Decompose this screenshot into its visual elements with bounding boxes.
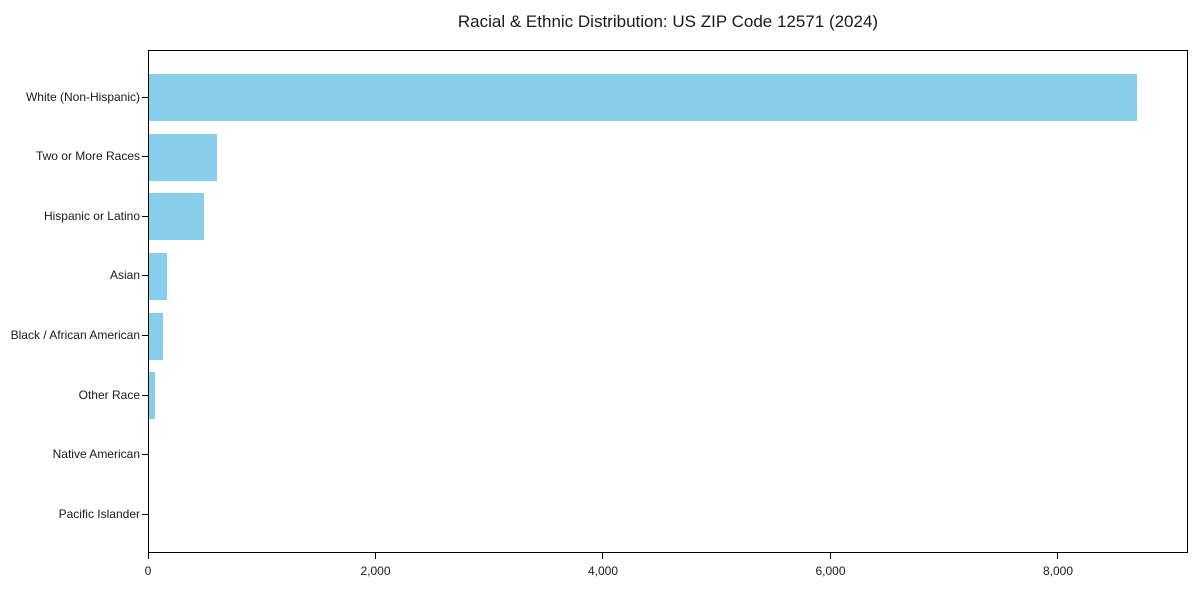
y-tick-mark — [142, 215, 148, 217]
y-tick-label-pacific-islander: Pacific Islander — [58, 506, 140, 521]
bar-asian — [149, 252, 168, 300]
x-tick-mark — [374, 553, 376, 559]
x-tick-label-0: 0 — [144, 564, 152, 578]
x-tick-mark — [602, 553, 604, 559]
x-tick-mark — [147, 553, 149, 559]
x-tick-label-6000: 6,000 — [815, 564, 846, 578]
bar-white-non-hispanic — [149, 74, 1138, 121]
y-tick-mark — [142, 96, 148, 98]
y-tick-mark — [142, 394, 148, 396]
y-tick-label-asian: Asian — [109, 268, 140, 283]
y-tick-mark — [142, 275, 148, 277]
y-tick-label-white-non-hispanic: White (Non-Hispanic) — [25, 89, 140, 104]
y-tick-label-two-or-more-races: Two or More Races — [35, 149, 140, 164]
y-tick-mark — [142, 454, 148, 456]
y-tick-mark — [142, 335, 148, 337]
x-tick-mark — [1057, 553, 1059, 559]
y-tick-label-hispanic-or-latino: Hispanic or Latino — [43, 208, 140, 223]
y-tick-mark — [142, 156, 148, 158]
chart-title: Racial & Ethnic Distribution: US ZIP Cod… — [457, 12, 879, 31]
bar-other-race — [149, 372, 155, 420]
bar-hispanic-or-latino — [149, 193, 205, 241]
y-tick-label-native-american: Native American — [52, 447, 140, 462]
x-tick-label-8000: 8,000 — [1042, 564, 1073, 578]
x-tick-mark — [829, 553, 831, 559]
bar-two-or-more-races — [149, 133, 218, 181]
x-tick-label-2000: 2,000 — [360, 564, 391, 578]
y-tick-label-other-race: Other Race — [78, 387, 140, 402]
y-tick-mark — [142, 513, 148, 515]
bar-black-african-american — [149, 312, 164, 360]
x-tick-label-4000: 4,000 — [587, 564, 618, 578]
plot-area — [148, 50, 1188, 553]
y-tick-label-black-african-american: Black / African American — [10, 328, 140, 343]
